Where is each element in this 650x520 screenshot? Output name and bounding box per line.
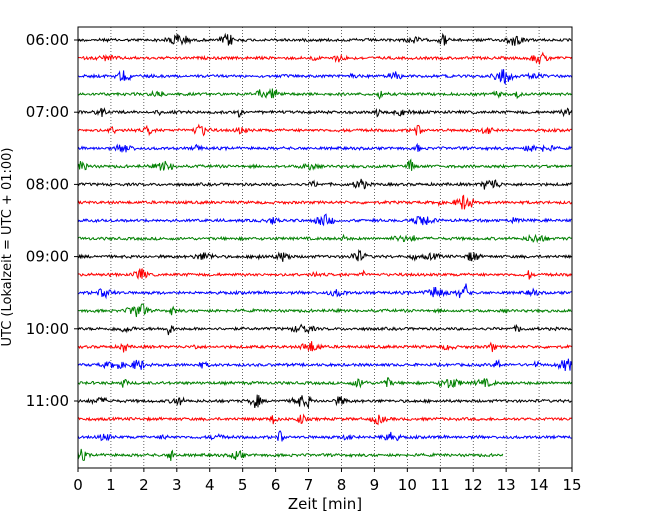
x-tick-label: 5: [238, 476, 248, 494]
x-tick-label: 0: [73, 476, 83, 494]
seismogram-trace: [77, 283, 572, 300]
x-tick-label: 9: [370, 476, 380, 494]
x-tick-label: 12: [464, 476, 483, 494]
y-axis-ticks: 06:00 07:00 08:00 09:00 10:00 11:00: [26, 31, 78, 410]
seismogram-trace: [77, 341, 572, 353]
seismogram-trace: [77, 88, 572, 100]
seismogram-trace: [77, 394, 572, 409]
seismogram-trace: [77, 107, 573, 118]
x-tick-label: 4: [205, 476, 215, 494]
x-tick-label: 6: [271, 476, 281, 494]
x-tick-label: 13: [497, 476, 516, 494]
x-tick-label: 1: [106, 476, 116, 494]
seismogram-trace: [77, 213, 572, 227]
seismogram-trace: [77, 233, 572, 244]
x-tick-label: 10: [398, 476, 417, 494]
seismogram-trace: [77, 267, 573, 280]
x-tick-label: 11: [431, 476, 450, 494]
seismogram-traces: [77, 32, 573, 462]
x-tick-label: 7: [304, 476, 314, 494]
seismogram-trace: [77, 123, 572, 137]
seismogram-trace: [77, 323, 572, 336]
x-tick-label: 2: [139, 476, 149, 494]
seismogram-trace: [77, 249, 572, 262]
y-tick-label: 10:00: [26, 320, 69, 338]
seismogram-trace: [77, 377, 573, 389]
seismogram-trace: [77, 178, 572, 190]
x-axis-label: Zeit [min]: [288, 495, 362, 513]
x-tick-label: 3: [172, 476, 182, 494]
plot-frame: [77, 26, 573, 469]
seismogram-trace: [77, 142, 572, 153]
seismogram-trace: [77, 158, 572, 171]
seismogram-trace: [77, 448, 504, 462]
y-tick-label: 07:00: [26, 103, 69, 121]
seismogram-trace: [77, 51, 573, 66]
x-axis-ticks: 0 1 2 3 4 5 6 7 8 9 10 11 12 13 14 15: [73, 468, 582, 494]
x-tick-label: 8: [337, 476, 347, 494]
x-tick-label: 14: [530, 476, 549, 494]
x-tick-label: 15: [562, 476, 581, 494]
seismogram-trace: [77, 430, 572, 442]
y-tick-label: 09:00: [26, 248, 69, 266]
seismogram-trace: [78, 69, 573, 86]
seismogram-trace: [77, 32, 572, 46]
seismogram-trace: [77, 358, 573, 372]
seismogram-trace: [77, 413, 572, 426]
y-tick-label: 08:00: [26, 175, 69, 193]
y-tick-label: 11:00: [26, 392, 69, 410]
y-axis-label: UTC (Lokalzeit = UTC + 01:00): [0, 148, 15, 347]
y-tick-label: 06:00: [26, 31, 69, 49]
seismogram-trace: [77, 194, 573, 210]
seismogram-trace: [77, 303, 572, 318]
